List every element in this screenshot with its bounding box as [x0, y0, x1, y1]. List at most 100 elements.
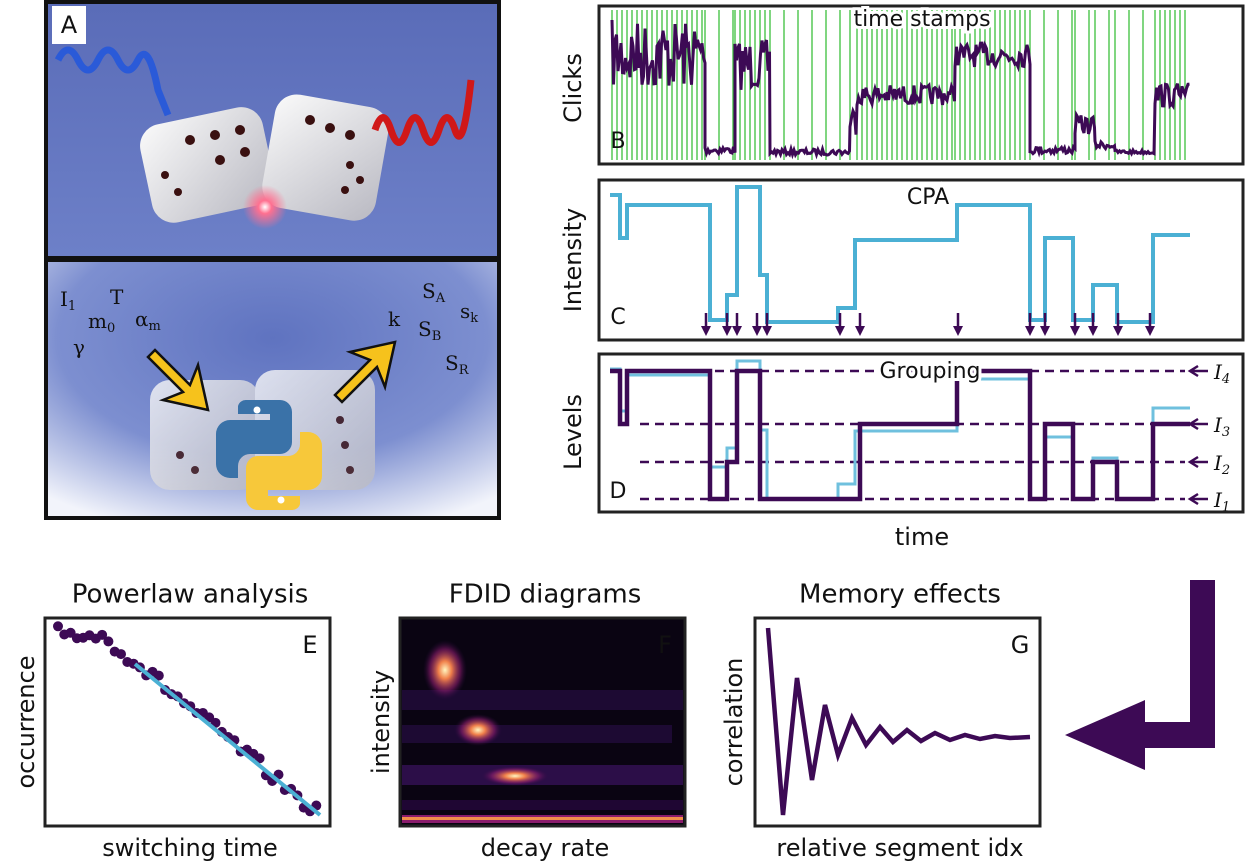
symbol-base: I	[1213, 360, 1223, 384]
parameter-symbol: T	[110, 285, 124, 309]
scatter-point	[97, 629, 108, 640]
level-arrow	[1187, 417, 1208, 431]
arrow-head	[762, 326, 772, 336]
y-axis-label: Intensity	[559, 208, 587, 312]
arrow-head	[1113, 326, 1123, 336]
symbol-sub: 0	[107, 321, 115, 336]
level-label: I2	[1213, 451, 1230, 478]
panel-b-frame	[597, 4, 1245, 166]
symbol-base: S	[418, 317, 432, 341]
label-box	[52, 6, 86, 44]
symbol-base: I	[60, 287, 68, 311]
annotation: time stamps	[853, 7, 990, 32]
arrow-head	[1088, 326, 1098, 336]
panel-label: C	[610, 305, 625, 330]
parameter-symbol: I1	[60, 287, 76, 314]
parameter-symbol: k	[388, 307, 401, 331]
parameter-symbol: m0	[88, 309, 115, 336]
symbol-base: I	[1213, 488, 1223, 512]
level-label: I1	[1213, 488, 1230, 515]
level-arrow	[1187, 455, 1208, 469]
arrow-head	[1025, 326, 1035, 336]
y-axis-label: intensity	[367, 670, 395, 774]
correlation-line	[765, 627, 1031, 816]
arrow-head	[1145, 326, 1155, 336]
dice	[140, 94, 389, 229]
y-axis-label: occurrence	[12, 655, 40, 788]
x-axis-label: relative segment idx	[776, 834, 1023, 862]
grouped-trace	[610, 368, 1190, 502]
click-trace	[610, 19, 1190, 160]
symbol-sub: k	[470, 311, 478, 326]
arrow-head	[1040, 326, 1050, 336]
level-label: I3	[1213, 413, 1230, 440]
symbol-base: I	[1213, 451, 1223, 475]
symbol-sub: B	[432, 329, 442, 344]
symbol-sub: R	[459, 363, 470, 378]
parameter-symbol: SB	[418, 317, 441, 344]
parameter-symbol: αm	[135, 307, 161, 334]
panel-g-frame	[753, 616, 1042, 828]
panel-label: A	[61, 11, 78, 39]
scatter-point	[53, 621, 63, 632]
parameter-symbol: γ	[73, 335, 85, 359]
arrow-head	[752, 326, 762, 336]
python-logo	[216, 399, 322, 511]
y-axis-label: correlation	[720, 658, 748, 787]
panel-title: Memory effects	[799, 580, 1001, 610]
flow-arrow	[1065, 580, 1215, 770]
symbol-base: α	[135, 307, 149, 331]
panel-b-traces	[610, 10, 1190, 160]
panel-label: D	[610, 479, 627, 504]
symbol-base: I	[1213, 413, 1223, 437]
arrow-head	[855, 326, 865, 336]
yellow-arrow	[333, 340, 397, 404]
cpa-trace	[610, 185, 1190, 324]
scatter-point	[103, 636, 114, 647]
panel-d-frame	[597, 352, 1245, 514]
level-arrow	[1187, 364, 1208, 378]
symbol-base: m	[88, 309, 107, 333]
symbol-base: s	[460, 299, 470, 323]
scatter-point	[254, 753, 265, 764]
scatter-point	[153, 670, 164, 681]
arrow-head	[953, 326, 963, 336]
x-axis-label: decay rate	[481, 834, 609, 862]
symbol-base: S	[422, 279, 436, 303]
symbol-sub: 1	[68, 299, 76, 314]
level-arrows	[1187, 364, 1208, 506]
fit-line	[133, 662, 322, 817]
level-label: I4	[1213, 360, 1230, 387]
panel-c-frame	[597, 178, 1245, 342]
symbol-sub: 3	[1222, 425, 1230, 440]
symbol-sub: A	[435, 291, 446, 306]
outgoing-photon	[371, 79, 475, 146]
powerlaw-plot	[53, 621, 322, 817]
y-axis-label: Levels	[559, 394, 587, 470]
panel-label: G	[1011, 631, 1030, 659]
symbol-sub: 2	[1221, 463, 1230, 478]
parameter-symbol: SA	[422, 279, 446, 306]
change-points	[701, 313, 1155, 336]
arrow-head	[1070, 326, 1080, 336]
symbol-sub: m	[149, 319, 161, 334]
arrow-head	[701, 326, 711, 336]
incoming-photon	[54, 46, 172, 117]
panel-label: F	[658, 631, 672, 659]
yellow-arrow	[146, 348, 210, 412]
scatter-point	[116, 649, 126, 660]
annotation: Grouping	[880, 359, 981, 384]
panel-label: B	[610, 129, 625, 154]
fdid-heatmap	[402, 640, 683, 823]
parameter-symbol: sk	[460, 299, 478, 326]
y-axis-label: Clicks	[559, 53, 587, 123]
symbol-sub: 4	[1221, 372, 1230, 387]
panel-label: E	[302, 631, 317, 659]
symbol-base: T	[110, 285, 124, 309]
panel-title: FDID diagrams	[449, 580, 642, 610]
arrow-head	[732, 326, 742, 336]
symbol-base: k	[388, 307, 401, 331]
symbol-sub: 1	[1222, 500, 1230, 515]
